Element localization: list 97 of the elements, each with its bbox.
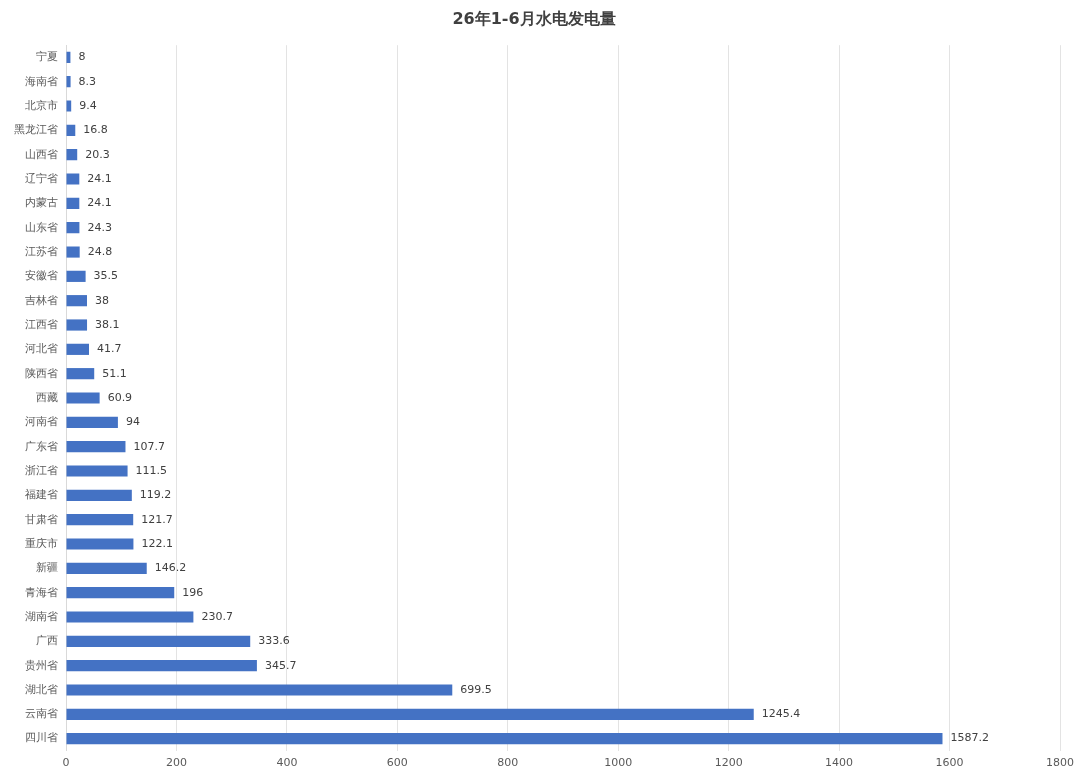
bar [66,222,80,234]
x-tick-label: 1400 [825,756,854,770]
chart-title: 26年1-6月水电发电量 [452,8,616,28]
x-tick-label: 600 [386,756,408,770]
y-tick-label: 内蒙古 [25,196,58,210]
data-label: 24.1 [87,171,112,185]
bar [66,635,251,647]
y-tick-label: 四川省 [25,731,58,745]
bar [66,416,118,428]
data-label: 35.5 [93,269,119,283]
data-label: 146.2 [154,561,187,575]
data-label: 60.9 [107,390,133,404]
y-tick-label: 北京市 [25,98,58,112]
x-tick-label: 0 [62,756,70,770]
data-label: 196 [182,585,204,599]
data-label: 9.4 [79,98,97,112]
data-label: 230.7 [201,609,233,623]
data-label: 51.1 [102,366,127,380]
y-tick-label: 江苏省 [25,244,58,258]
x-tick-label: 1000 [604,756,633,770]
data-label: 94 [125,415,140,429]
y-tick-label: 吉林省 [25,293,58,307]
bar [66,197,80,209]
y-tick-label: 福建省 [25,488,58,502]
x-tick-label: 400 [276,756,298,770]
bar [66,465,128,477]
bar [66,270,86,282]
y-tick-label: 广东省 [25,439,58,453]
y-tick-label: 江西省 [25,317,58,331]
y-tick-label: 重庆市 [25,536,58,550]
bar [66,392,100,404]
y-tick-label: 湖北省 [25,682,58,696]
bar [66,538,134,550]
data-label: 333.6 [258,634,290,648]
y-tick-label: 湖南省 [25,609,58,623]
x-tick-label: 1800 [1046,756,1074,770]
y-tick-label: 新疆 [36,561,58,575]
bar [66,343,90,355]
y-tick-label: 山西省 [25,147,58,161]
bar [66,733,943,745]
y-tick-label: 海南省 [25,74,58,88]
bar [66,660,257,672]
x-tick-label: 200 [165,756,187,770]
bar [66,124,76,136]
bar [66,441,126,453]
data-label: 24.8 [87,244,113,258]
bar [66,246,80,258]
data-label: 122.1 [141,536,173,550]
y-tick-label: 黑龙江省 [14,123,58,137]
bar [66,295,87,307]
y-tick-label: 浙江省 [25,463,58,477]
data-label: 121.7 [141,512,173,526]
y-tick-label: 安徽省 [25,269,58,283]
data-label: 41.7 [97,342,122,356]
y-tick-label: 甘肃省 [25,512,58,526]
bar [66,368,95,380]
y-tick-label: 陕西省 [25,366,58,380]
data-label: 8 [78,50,86,64]
data-label: 107.7 [133,439,165,453]
data-label: 111.5 [135,463,168,477]
bar [66,611,194,623]
bar [66,587,175,599]
bar [66,514,134,526]
data-label: 38.1 [95,317,120,331]
bar [66,173,80,185]
y-tick-label: 辽宁省 [25,171,58,185]
y-tick-label: 贵州省 [25,658,58,672]
bar [66,100,72,112]
x-tick-label: 1600 [935,756,964,770]
x-tick-label: 800 [497,756,519,770]
data-label: 1587.2 [950,731,989,745]
y-tick-label: 河南省 [25,415,58,429]
x-tick-label: 1200 [714,756,743,770]
y-tick-label: 宁夏 [36,50,58,64]
y-tick-label: 广西 [36,634,58,648]
data-label: 24.1 [87,196,112,210]
data-label: 699.5 [460,682,492,696]
bar [66,319,88,331]
data-label: 1245.4 [761,707,801,721]
data-label: 345.7 [264,658,297,672]
bar [66,76,71,88]
bar [66,489,132,501]
data-label: 16.8 [83,123,108,137]
y-tick-label: 青海省 [25,585,58,599]
bar [66,708,754,720]
bar [66,684,453,696]
y-tick-label: 河北省 [25,342,58,356]
y-tick-label: 西藏 [36,390,58,404]
data-label: 119.2 [139,488,172,502]
bar [66,149,78,161]
bar [66,562,147,574]
data-label: 8.3 [78,74,97,88]
y-tick-label: 山东省 [25,220,58,234]
y-tick-label: 云南省 [25,707,58,721]
data-label: 38 [94,293,109,307]
data-label: 24.3 [87,220,112,234]
data-label: 20.3 [85,147,110,161]
